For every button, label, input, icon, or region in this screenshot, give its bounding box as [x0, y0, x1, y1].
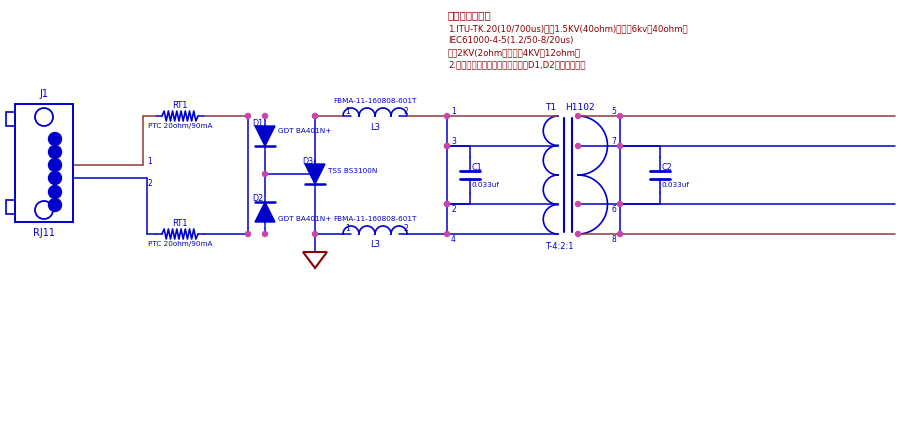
Text: FBMA-11-160808-601T: FBMA-11-160808-601T [333, 216, 416, 221]
Bar [6, 201, 15, 214]
Text: J1: J1 [40, 89, 49, 99]
Text: 1: 1 [345, 224, 350, 233]
Text: IEC61000-4-5(1.2/50-8/20us): IEC61000-4-5(1.2/50-8/20us) [448, 36, 573, 45]
Text: PTC 20ohm/90mA: PTC 20ohm/90mA [148, 123, 213, 129]
Circle shape [49, 172, 61, 185]
Circle shape [617, 114, 623, 119]
Text: RT1: RT1 [172, 219, 187, 228]
Text: GDT BA401N+: GDT BA401N+ [278, 128, 332, 134]
Bar [6, 113, 15, 127]
Circle shape [245, 232, 250, 237]
Circle shape [49, 186, 61, 199]
Circle shape [576, 144, 580, 149]
Text: 2: 2 [403, 224, 408, 233]
Circle shape [49, 133, 61, 146]
Text: 2: 2 [147, 179, 151, 188]
Text: RJ11: RJ11 [33, 227, 55, 237]
Text: D3: D3 [302, 156, 313, 165]
Text: 5: 5 [611, 107, 616, 116]
Text: H1102: H1102 [565, 102, 595, 111]
Circle shape [49, 199, 61, 212]
Text: C1: C1 [472, 162, 483, 171]
Circle shape [576, 202, 580, 207]
Text: 0.033uf: 0.033uf [662, 181, 690, 187]
Circle shape [576, 232, 580, 237]
Text: RT1: RT1 [172, 101, 187, 110]
Text: 4: 4 [451, 235, 456, 244]
Circle shape [49, 146, 61, 159]
Text: 7: 7 [611, 137, 616, 146]
Circle shape [49, 159, 61, 172]
Text: T1: T1 [545, 102, 556, 111]
Text: T-4:2:1: T-4:2:1 [545, 242, 574, 251]
Text: FBMA-11-160808-601T: FBMA-11-160808-601T [333, 98, 416, 104]
Circle shape [576, 114, 580, 119]
Circle shape [262, 114, 268, 119]
Text: TSS BS3100N: TSS BS3100N [328, 168, 378, 174]
Text: L3: L3 [370, 122, 380, 131]
Text: 2: 2 [403, 106, 408, 115]
Text: L3: L3 [370, 240, 380, 249]
Circle shape [313, 114, 317, 119]
Circle shape [444, 114, 450, 119]
Polygon shape [305, 164, 325, 184]
Text: D2: D2 [251, 194, 263, 203]
Polygon shape [255, 203, 275, 223]
Circle shape [444, 202, 450, 207]
Circle shape [262, 172, 268, 177]
Circle shape [313, 232, 317, 237]
Text: 1: 1 [345, 106, 350, 115]
Polygon shape [255, 127, 275, 147]
Circle shape [444, 202, 450, 207]
Text: 0.033uf: 0.033uf [472, 181, 500, 187]
Circle shape [313, 114, 317, 119]
Circle shape [444, 144, 450, 149]
Text: 2.若设备为塑胶外壳，则不需要接D1,D2进行共模防护: 2.若设备为塑胶外壳，则不需要接D1,D2进行共模防护 [448, 60, 586, 69]
Bar [15, 105, 73, 223]
Text: 6: 6 [611, 205, 616, 214]
Circle shape [617, 144, 623, 149]
Text: 1: 1 [147, 157, 151, 166]
Text: 1: 1 [451, 107, 456, 116]
Text: 差模2KV(2ohm），共模4KV（12ohm）: 差模2KV(2ohm），共模4KV（12ohm） [448, 48, 581, 57]
Text: D1: D1 [252, 118, 263, 127]
Text: 3: 3 [451, 137, 456, 146]
Circle shape [444, 144, 450, 149]
Circle shape [262, 232, 268, 237]
Text: PTC 20ohm/90mA: PTC 20ohm/90mA [148, 240, 213, 247]
Circle shape [444, 232, 450, 237]
Circle shape [617, 202, 623, 207]
Text: C2: C2 [662, 162, 673, 171]
Circle shape [617, 232, 623, 237]
Text: 1.ITU-TK.20(10/700us)差模1.5KV(40ohm)，共模6kv（40ohm）: 1.ITU-TK.20(10/700us)差模1.5KV(40ohm)，共模6k… [448, 24, 687, 33]
Text: GDT BA401N+: GDT BA401N+ [278, 216, 332, 221]
Text: 2: 2 [451, 205, 456, 214]
Text: 8: 8 [611, 235, 616, 244]
Text: 备注：防护能力: 备注：防护能力 [448, 10, 492, 20]
Circle shape [245, 114, 250, 119]
